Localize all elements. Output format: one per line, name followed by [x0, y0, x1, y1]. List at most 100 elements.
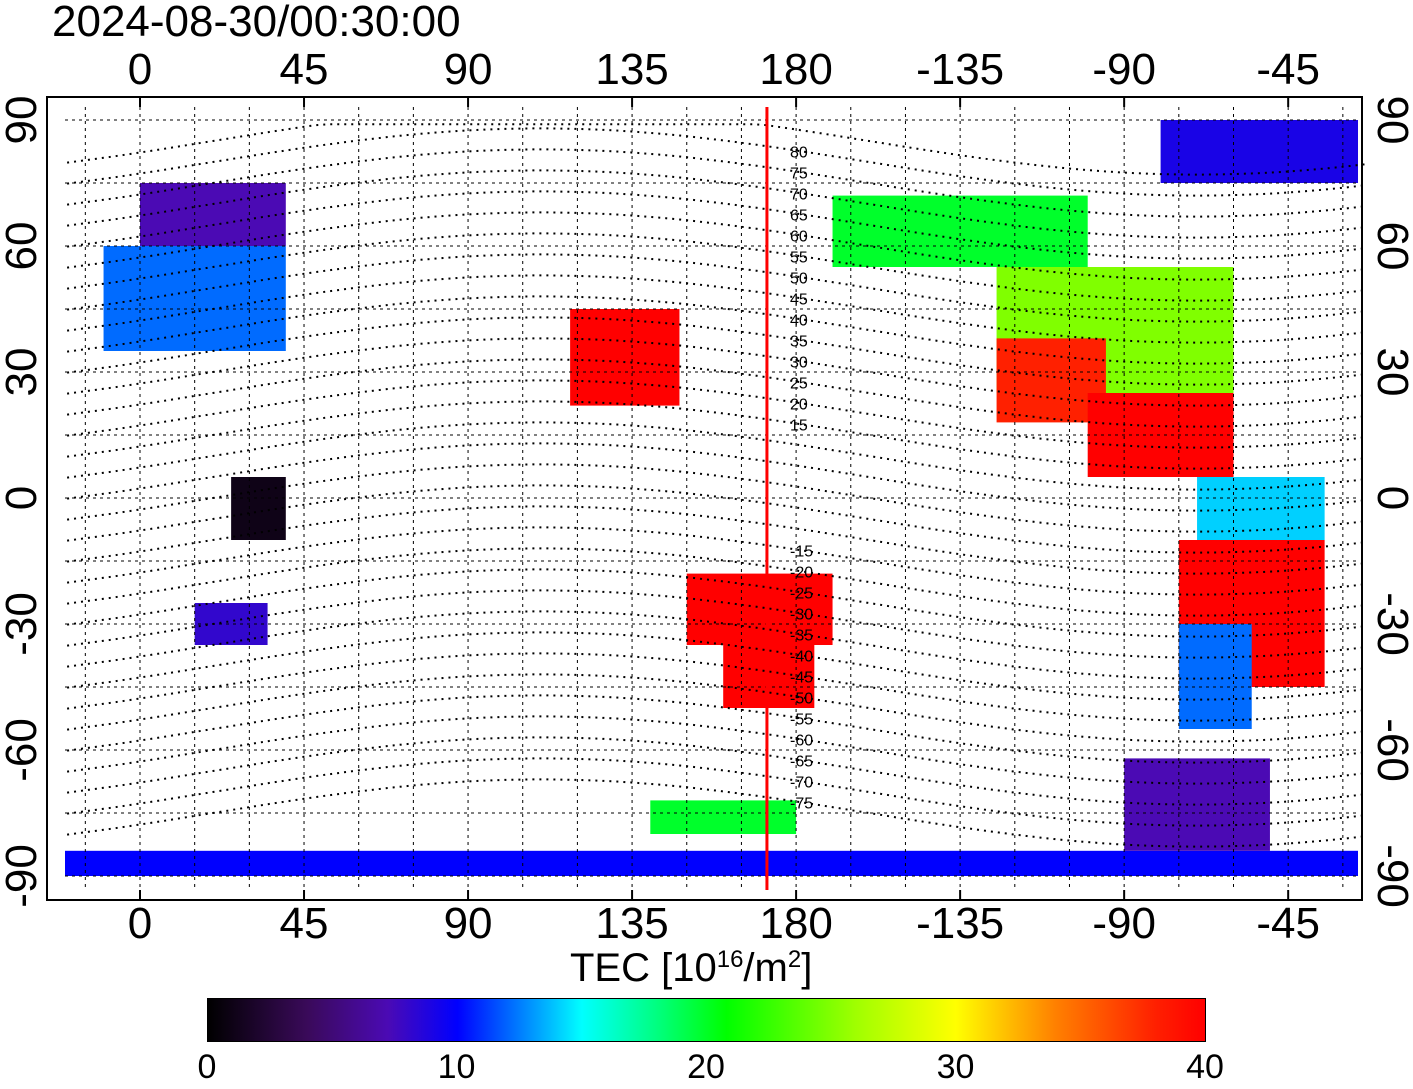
- lat-lon-grid: [65, 107, 1358, 890]
- maglat-label: -45: [790, 670, 813, 687]
- lon-tick-bottom: -45: [1256, 899, 1320, 948]
- lat-tick-right: 0: [1368, 485, 1413, 511]
- colorbar-label-unit: /m: [743, 946, 788, 990]
- lon-tick-top: -135: [916, 45, 1005, 94]
- lon-tick-bottom: 180: [759, 899, 833, 948]
- maglat-contour: [66, 757, 1365, 827]
- tec-region: [686, 573, 833, 645]
- colorbar-label-exponent: 16: [716, 946, 744, 973]
- maglat-contour: [66, 232, 1365, 302]
- maglat-label: -35: [790, 628, 813, 645]
- maglat-label: 25: [790, 376, 808, 393]
- maglat-label: 30: [790, 355, 808, 372]
- colorbar-tick: 0: [197, 1048, 217, 1086]
- lon-tick-top: 180: [759, 45, 833, 94]
- colorbar-label-prefix: TEC [10: [570, 946, 717, 990]
- maglat-label: 20: [790, 397, 808, 414]
- tec-region: [650, 800, 797, 834]
- colorbar: [207, 998, 1206, 1042]
- lat-tick-right: -90: [1368, 844, 1413, 908]
- maglat-label: 15: [790, 418, 808, 435]
- maglat-label: 60: [790, 229, 808, 246]
- lon-tick-bottom: -90: [1092, 899, 1156, 948]
- magnetic-latitude-labels: 80 75 70 65 60 55 50 45 40 35 30 25 20 15 -15 -20 -25 -30…: [790, 145, 813, 813]
- lat-tick-left: 90: [0, 95, 46, 145]
- maglat-contour: [66, 547, 1365, 617]
- maglat-contour: [66, 715, 1365, 785]
- lat-tick-left: 60: [0, 221, 46, 271]
- maglat-label: 55: [790, 250, 808, 267]
- tec-region: [570, 309, 680, 406]
- maglat-label: -50: [790, 691, 813, 708]
- maglat-contour: [66, 148, 1365, 218]
- maglat-contour: [66, 316, 1365, 386]
- maglat-contour: [66, 123, 1365, 176]
- lat-tick-right: 60: [1368, 221, 1413, 271]
- maglat-contour: [66, 400, 1365, 470]
- maglat-contour: [66, 505, 1365, 575]
- maglat-label: -75: [790, 796, 813, 813]
- maglat-contour: [66, 211, 1365, 281]
- colorbar-tick: 20: [687, 1048, 725, 1086]
- maglat-label: -20: [790, 565, 813, 582]
- maglat-label: -40: [790, 649, 813, 666]
- maglat-contour: [66, 694, 1365, 764]
- lat-tick-left: -90: [0, 844, 46, 908]
- tec-region: [1087, 393, 1234, 477]
- maglat-contour: [66, 169, 1365, 239]
- lat-tick-right: 90: [1368, 95, 1413, 145]
- tec-region: [1124, 758, 1270, 851]
- colorbar-label-suffix: ]: [801, 946, 813, 990]
- colorbar-tick: 40: [1186, 1048, 1224, 1086]
- maglat-label: 50: [790, 271, 808, 288]
- maglat-label: 40: [790, 313, 808, 330]
- maglat-contour: [66, 337, 1365, 407]
- lat-tick-left: 30: [0, 347, 46, 397]
- maglat-label: -65: [790, 754, 813, 771]
- colorbar-label: TEC [1016/m2]: [570, 946, 813, 990]
- maglat-label: -60: [790, 733, 813, 750]
- lon-tick-top: 0: [127, 45, 153, 94]
- maglat-label: -55: [790, 712, 813, 729]
- lon-tick-bottom: 0: [127, 899, 153, 948]
- lon-tick-top: 45: [279, 45, 329, 94]
- maglat-contour: [66, 463, 1365, 533]
- lon-tick-bottom: 90: [443, 899, 493, 948]
- map-frame: [46, 96, 1363, 901]
- maglat-label: -30: [790, 607, 813, 624]
- colorbar-tick: 30: [936, 1048, 975, 1086]
- maglat-contour: [66, 274, 1365, 344]
- maglat-contour: [66, 652, 1365, 722]
- maglat-contour: [66, 421, 1365, 491]
- lon-tick-top: 90: [443, 45, 493, 94]
- lon-tick-bottom: 135: [595, 899, 669, 948]
- lat-tick-right: -30: [1368, 592, 1413, 656]
- magnetic-latitude-contours: [66, 123, 1365, 848]
- maglat-contour: [66, 253, 1365, 323]
- lat-tick-right: -60: [1368, 718, 1413, 782]
- tec-region: [140, 183, 286, 246]
- maglat-label: 75: [790, 166, 808, 183]
- maglat-contour: [66, 631, 1365, 701]
- maglat-contour: [66, 736, 1365, 806]
- maglat-contour: [66, 127, 1365, 197]
- colorbar-label-exponent2: 2: [787, 946, 802, 973]
- timestamp-title: 2024-08-30/00:30:00: [52, 0, 461, 46]
- tec-region: [1178, 624, 1252, 729]
- maglat-contour: [66, 778, 1365, 848]
- maglat-label: 45: [790, 292, 808, 309]
- maglat-label: -70: [790, 775, 813, 792]
- maglat-label: 65: [790, 208, 808, 225]
- maglat-label: -25: [790, 586, 813, 603]
- maglat-contour: [66, 568, 1365, 638]
- maglat-label: -15: [790, 544, 813, 561]
- maglat-contour: [66, 442, 1365, 512]
- maglat-label: 70: [790, 187, 808, 204]
- lon-tick-bottom: -135: [916, 899, 1005, 948]
- maglat-label: 80: [790, 145, 808, 162]
- maglat-contour: [66, 589, 1365, 659]
- maglat-contour: [66, 673, 1365, 743]
- lat-tick-left: -60: [0, 718, 46, 782]
- tec-region: [1197, 477, 1325, 540]
- maglat-label: 35: [790, 334, 808, 351]
